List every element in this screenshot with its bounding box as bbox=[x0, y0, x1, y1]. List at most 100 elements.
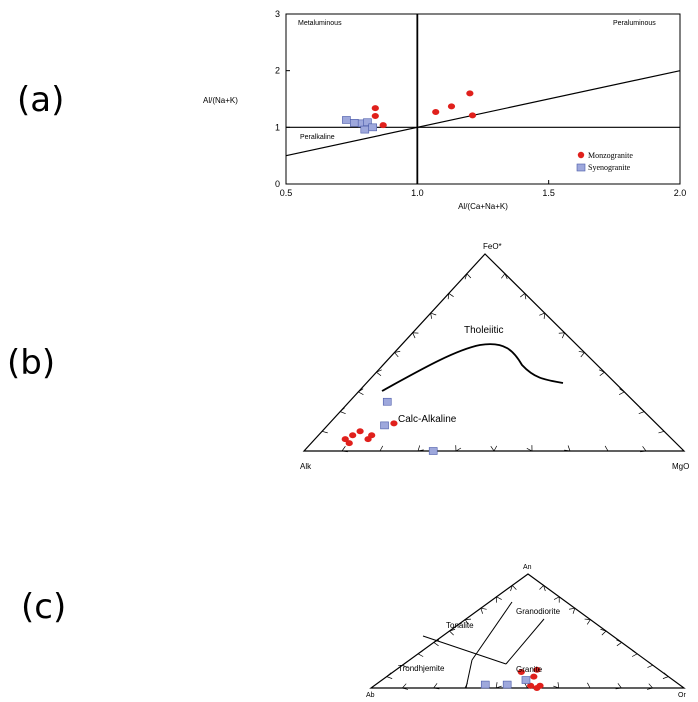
chart-a-xtick-label: 1.5 bbox=[542, 188, 555, 198]
chart-c-tick bbox=[584, 682, 591, 689]
chart-a-boundary-line bbox=[285, 70, 681, 157]
chart-b-tick bbox=[412, 332, 419, 339]
chart-c-tick bbox=[464, 618, 472, 625]
chart-c-point-monzogranite bbox=[517, 669, 525, 676]
chart-a-point-monzogranite bbox=[379, 122, 387, 129]
chart-a-points bbox=[342, 90, 477, 134]
chart-c-tick bbox=[510, 584, 517, 592]
chart-b-field-calc-alkaline: Calc-Alkaline bbox=[398, 414, 457, 425]
chart-b-outline bbox=[302, 253, 686, 452]
chart-c-boundary-tonalite-granodiorite bbox=[471, 601, 513, 661]
chart-c-tick bbox=[569, 607, 576, 614]
chart-a-xlabel: Al/(Ca+Na+K) bbox=[458, 202, 508, 211]
chart-c-tick bbox=[539, 584, 546, 592]
chart-b-point-monzogranite bbox=[390, 420, 398, 427]
chart-b-point-monzogranite bbox=[349, 432, 357, 439]
chart-a-point-syenogranite bbox=[368, 123, 377, 132]
chart-b-ticks bbox=[321, 273, 665, 453]
chart-a-point-syenogranite bbox=[363, 118, 372, 127]
chart-b-tick bbox=[640, 446, 647, 453]
chart-c-tick bbox=[417, 650, 424, 657]
chart-b-tick bbox=[417, 445, 424, 452]
legend-monzogranite-label: Monzogranite bbox=[588, 151, 633, 160]
chart-c-boundary-top bbox=[422, 635, 507, 665]
chart-b-point-monzogranite bbox=[341, 436, 349, 443]
chart-c-ticks bbox=[386, 584, 670, 690]
chart-c-field-boundaries bbox=[422, 601, 545, 689]
chart-b-tick bbox=[526, 445, 533, 452]
chart-a-point-monzogranite bbox=[447, 103, 456, 110]
chart-c-boundary-granodiorite-granite bbox=[505, 618, 545, 665]
chart-c-tick bbox=[646, 683, 654, 690]
chart-c-point-syenogranite bbox=[502, 680, 512, 689]
chart-c-tick bbox=[631, 650, 638, 657]
chart-b-vertex-left: Alk bbox=[300, 462, 312, 471]
chart-a-xtick-label: 2.0 bbox=[674, 188, 687, 198]
chart-a-point-syenogranite bbox=[342, 116, 351, 124]
chart-a-point-monzogranite bbox=[371, 113, 379, 119]
chart-b: FeO* Alk MgO Tholeiitic Calc-Alkaline bbox=[300, 242, 689, 471]
chart-b-point-syenogranite bbox=[428, 447, 438, 455]
chart-a-ytick-label: 1 bbox=[275, 122, 280, 132]
chart-b-tick bbox=[501, 273, 508, 280]
chart-b-field-tholeiitic: Tholeiitic bbox=[464, 325, 503, 336]
chart-c: An Ab Or Tonalite Granodiorite Trondhjem… bbox=[366, 564, 686, 699]
chart-c-tick bbox=[432, 683, 440, 690]
chart-c-tick bbox=[448, 628, 456, 636]
chart-c-tick bbox=[647, 661, 654, 668]
chart-c-field-tonalite: Tonalite bbox=[446, 621, 474, 630]
chart-b-tick bbox=[558, 332, 566, 339]
chart-b-tick bbox=[602, 445, 609, 452]
chart-c-point-syenogranite bbox=[521, 676, 531, 684]
chart-b-point-syenogranite bbox=[382, 397, 392, 406]
panel-label-b: (b) bbox=[7, 343, 56, 383]
chart-c-point-monzogranite bbox=[533, 666, 541, 673]
chart-a-ytick-label: 2 bbox=[275, 66, 280, 76]
chart-c-tick bbox=[386, 672, 393, 679]
chart-c-tick bbox=[584, 618, 592, 625]
chart-b-tick bbox=[520, 292, 527, 300]
chart-a-region-metaluminous: Metaluminous bbox=[298, 20, 342, 27]
chart-b-tick bbox=[638, 407, 645, 415]
chart-c-tick bbox=[615, 683, 623, 690]
chart-c-vertex-right: Or bbox=[678, 692, 686, 699]
chart-c-tick bbox=[616, 639, 623, 647]
chart-b-tick bbox=[658, 426, 665, 434]
chart-a-point-syenogranite bbox=[360, 125, 370, 134]
chart-a-legend: Monzogranite Syenogranite bbox=[576, 151, 633, 172]
chart-b-vertex-top: FeO* bbox=[483, 242, 502, 251]
chart-b-tick bbox=[578, 350, 586, 358]
chart-c-field-granodiorite: Granodiorite bbox=[516, 607, 561, 616]
chart-c-point-monzogranite bbox=[533, 685, 541, 691]
chart-c-tick bbox=[495, 682, 502, 689]
chart-b-point-syenogranite bbox=[380, 421, 389, 430]
chart-b-tick bbox=[447, 292, 454, 300]
chart-a: 0.5 1.0 1.5 2.0 0 1 2 3 Metaluminous Peralumino… bbox=[203, 9, 686, 211]
chart-b-points bbox=[341, 397, 438, 455]
chart-c-tick bbox=[401, 661, 408, 668]
chart-a-point-monzogranite bbox=[371, 105, 379, 112]
chart-b-tick bbox=[464, 273, 472, 280]
chart-c-point-syenogranite bbox=[480, 680, 490, 689]
chart-c-field-trondhjemite: Trondhjemite bbox=[398, 664, 445, 673]
chart-b-tick bbox=[357, 388, 364, 395]
chart-b-vertex-right: MgO bbox=[672, 462, 689, 471]
chart-a-ytick-label: 3 bbox=[275, 9, 280, 19]
chart-b-tick bbox=[490, 445, 498, 452]
chart-b-point-monzogranite bbox=[345, 440, 353, 447]
chart-b-triangle bbox=[302, 253, 686, 452]
chart-b-tick bbox=[564, 445, 571, 452]
chart-a-point-monzogranite bbox=[468, 112, 477, 119]
chart-b-tick bbox=[341, 446, 348, 453]
chart-b-tholeiitic-calc-alkaline-boundary bbox=[381, 343, 564, 392]
chart-a-boundaries bbox=[285, 14, 681, 184]
chart-a-point-monzogranite bbox=[432, 109, 440, 116]
chart-b-tick bbox=[618, 388, 625, 395]
legend-syenogranite-label: Syenogranite bbox=[588, 163, 631, 172]
chart-b-tick bbox=[321, 426, 328, 434]
panel-label-c: (c) bbox=[21, 587, 67, 627]
chart-c-tick bbox=[553, 682, 560, 689]
chart-a-point-syenogranite bbox=[349, 119, 359, 127]
legend-monzogranite-marker bbox=[577, 151, 585, 159]
